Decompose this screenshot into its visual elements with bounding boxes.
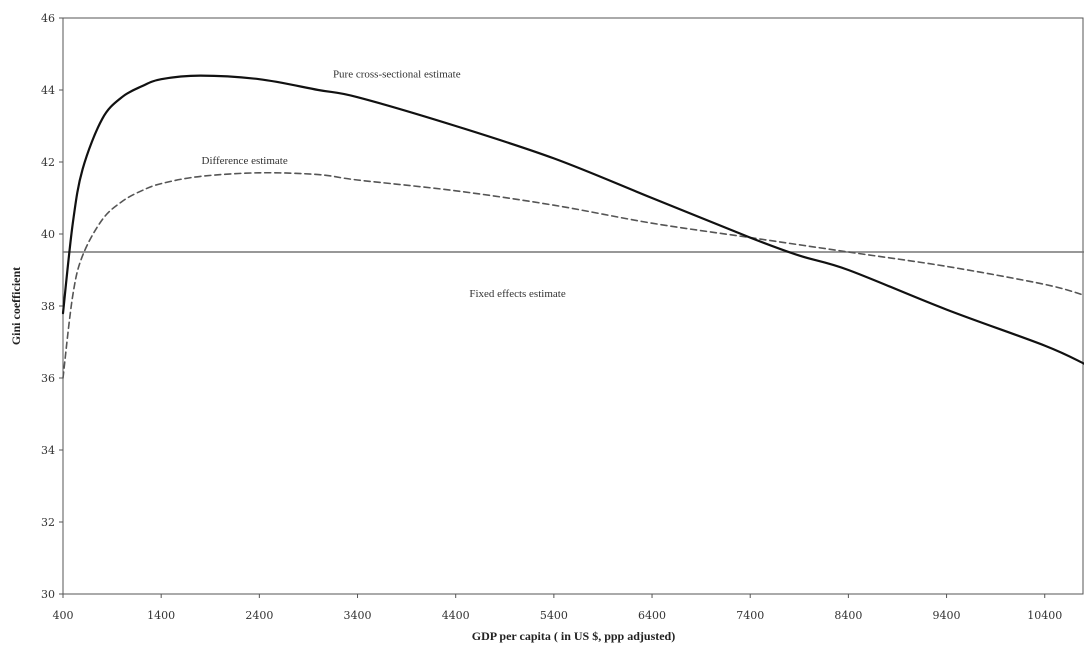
x-tick-label: 9400 [933, 609, 961, 622]
plot-area [62, 17, 1084, 595]
x-tick-label: 400 [53, 609, 74, 622]
x-axis-ticks: 400 1400 2400 3400 4400 5400 6400 7400 8400 9400 1… [53, 594, 1062, 622]
x-tick-label: 6400 [638, 609, 666, 622]
y-tick-label: 40 [41, 228, 55, 241]
x-tick-label: 2400 [245, 609, 273, 622]
y-tick-label: 44 [41, 84, 55, 97]
series-layer [61, 74, 1084, 379]
difference-estimate-label: Difference estimate [202, 155, 288, 167]
x-tick-label: 5400 [540, 609, 568, 622]
x-axis-title: GDP per capita ( in US $, ppp adjusted) [472, 629, 675, 643]
y-tick-label: 30 [41, 588, 55, 601]
y-axis-title: Gini coefficient [9, 267, 23, 345]
x-tick-label: 3400 [344, 609, 372, 622]
annotation-layer: Pure cross-sectional estimate Difference … [202, 68, 566, 300]
fixed-effects-label: Fixed effects estimate [469, 288, 565, 300]
y-tick-label: 38 [41, 300, 55, 313]
difference-estimate-line [62, 171, 1084, 379]
x-tick-label: 7400 [736, 609, 764, 622]
x-tick-label: 10400 [1027, 609, 1062, 622]
x-tick-label: 4400 [442, 609, 470, 622]
x-tick-label: 1400 [147, 609, 175, 622]
y-tick-label: 46 [41, 12, 55, 25]
y-tick-label: 42 [41, 156, 55, 169]
x-tick-label: 8400 [834, 609, 862, 622]
cross-sectional-label: Pure cross-sectional estimate [333, 68, 461, 80]
y-axis-ticks: 30 32 34 36 38 40 42 44 46 [41, 12, 63, 601]
y-tick-label: 36 [41, 372, 55, 385]
cross-sectional-line [61, 74, 1084, 365]
y-tick-label: 32 [41, 516, 55, 529]
y-tick-label: 34 [41, 444, 55, 457]
